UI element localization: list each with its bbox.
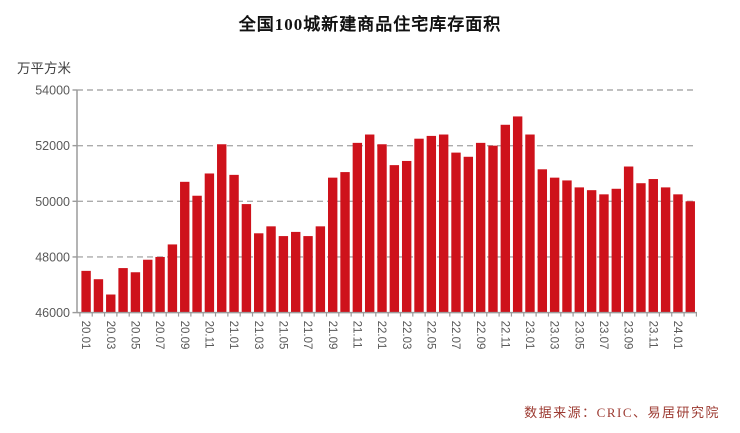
y-tick-label: 46000	[35, 306, 70, 320]
bar	[389, 165, 400, 313]
bar	[414, 138, 424, 313]
bar	[562, 180, 572, 313]
bar	[500, 124, 511, 313]
bar	[648, 179, 658, 313]
chart-title: 全国100城新建商品住宅库存面积	[238, 15, 502, 34]
x-tick-label: 20.07	[153, 321, 165, 350]
y-tick-label: 48000	[35, 250, 70, 264]
x-tick-label: 20.01	[79, 321, 91, 350]
bar	[93, 279, 104, 313]
x-tick-label: 23.05	[572, 321, 584, 350]
bar	[167, 244, 178, 313]
bar	[266, 226, 276, 313]
x-tick-label: 20.09	[178, 321, 190, 350]
bar	[118, 268, 128, 313]
x-tick-label: 20.03	[104, 321, 116, 350]
y-tick-label: 50000	[35, 195, 70, 209]
x-tick-label: 20.11	[202, 321, 214, 349]
bar	[438, 134, 449, 313]
bar	[611, 188, 621, 313]
bar	[180, 181, 190, 313]
bar	[106, 294, 116, 313]
bar	[155, 256, 165, 313]
x-tick-label: 23.07	[597, 321, 609, 350]
x-tick-label: 23.01	[523, 321, 535, 350]
bar	[549, 177, 560, 313]
bar	[525, 134, 535, 313]
x-tick-label: 20.05	[129, 321, 141, 350]
x-tick-label: 22.09	[474, 321, 486, 350]
x-tick-label: 21.09	[326, 321, 338, 350]
x-tick-label: 22.01	[375, 321, 387, 350]
y-tick-label: 54000	[35, 84, 70, 98]
bar	[673, 194, 683, 313]
bar	[315, 226, 326, 313]
x-tick-label: 22.07	[449, 321, 461, 350]
bar	[426, 135, 437, 313]
x-tick-label: 21.01	[227, 321, 239, 350]
data-source-note: 数据来源：CRIC、易居研究院	[524, 405, 720, 420]
bar	[586, 190, 597, 313]
bar	[352, 142, 363, 313]
x-tick-label: 23.03	[548, 321, 560, 350]
bar	[377, 144, 387, 313]
x-tick-label: 24.01	[671, 321, 683, 350]
bar	[328, 177, 338, 313]
x-tick-label: 21.11	[350, 321, 362, 349]
bar	[537, 169, 548, 313]
bar	[623, 166, 634, 313]
x-tick-label: 22.11	[498, 321, 510, 349]
bar	[599, 194, 609, 313]
bar	[217, 144, 227, 313]
x-tick-label: 22.05	[424, 321, 436, 350]
x-tick-label: 23.11	[646, 321, 658, 349]
x-tick-label: 21.03	[252, 321, 264, 350]
x-tick-label: 22.03	[400, 321, 412, 350]
bar	[303, 236, 313, 313]
bar	[364, 134, 375, 313]
bar	[574, 187, 584, 313]
y-axis-unit-label: 万平方米	[17, 61, 71, 76]
bar	[229, 174, 239, 313]
x-tick-label: 21.07	[301, 321, 313, 350]
bar	[340, 172, 350, 313]
x-tick-label: 23.09	[622, 321, 634, 350]
bar	[685, 201, 695, 313]
bar	[512, 116, 523, 313]
bar	[241, 204, 252, 313]
bar	[204, 173, 215, 313]
bar	[81, 270, 91, 313]
bar	[463, 156, 474, 313]
bar	[254, 233, 264, 313]
y-tick-label: 52000	[35, 139, 70, 153]
bar	[475, 142, 486, 313]
bar	[636, 183, 646, 313]
bar	[143, 259, 153, 313]
bar	[660, 187, 671, 313]
bar	[130, 272, 141, 313]
x-tick-label: 21.05	[276, 321, 288, 350]
bar	[451, 152, 461, 313]
bar	[278, 236, 289, 313]
bar	[401, 160, 412, 313]
bar	[192, 195, 202, 313]
bar	[291, 231, 301, 313]
bar	[488, 145, 498, 313]
